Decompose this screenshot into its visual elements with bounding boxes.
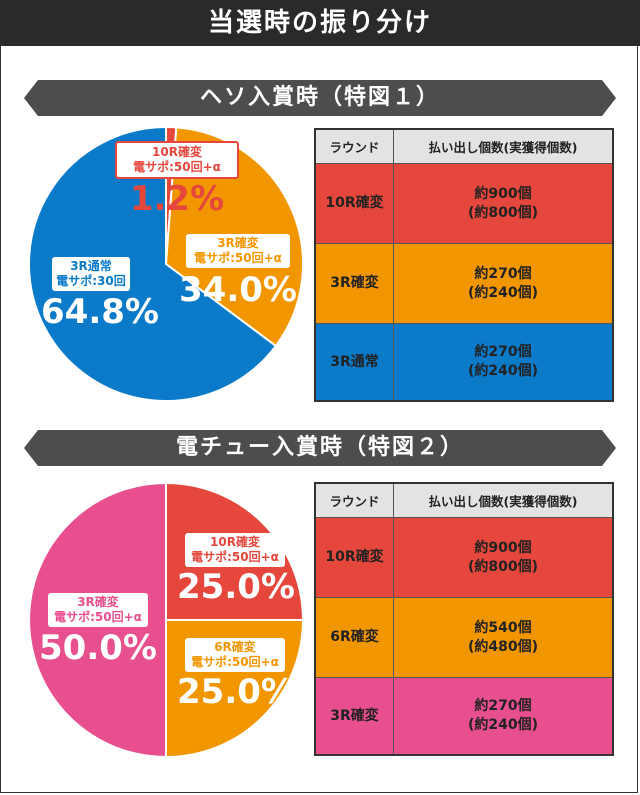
table-cell-payout: 約270個 (約240個) [394,324,612,400]
section-1-heading: ヘソ入賞時（特図１） [24,80,616,116]
actual-value: (約240個) [467,284,539,301]
payout-value: 約900個 [474,185,532,202]
slice-name: 3R通常 [70,259,112,273]
actual-value: (約240個) [467,363,539,379]
slice-sub: 電サポ:50回+α [191,655,279,669]
actual-value: (約800個) [467,558,539,575]
slice-name: 3R確変 [217,236,259,250]
payout-table-denchu: ラウンド 払い出し個数(実獲得個数) 10R確変 約900個 (約800個) 6R… [314,482,614,756]
slice-label-3r-kakuhen-heso: 3R確変 電サポ:50回+α [186,234,290,268]
slice-name: 10R確変 [210,535,260,549]
table-header-payout: 払い出し個数(実獲得個数) [394,484,612,518]
slice-pct-10r-heso: 1.2% [129,179,225,219]
table-cell-round: 6R確変 [316,598,394,678]
slice-sub: 電サポ:50回+α [191,550,279,564]
slice-sub: 電サポ:50回+α [194,251,282,265]
payout-value: 約270個 [474,265,532,282]
payout-value: 約900個 [474,539,532,556]
slice-label-3r-denchu: 3R確変 電サポ:50回+α [48,593,148,627]
section-2-heading: 電チュー入賞時（特図２） [24,430,616,466]
slice-name: 6R確変 [214,640,256,654]
payout-value: 約270個 [474,698,532,714]
table-header-payout: 払い出し個数(実獲得個数) [394,130,612,164]
slice-sub: 電サポ:30回 [56,274,126,288]
slice-name: 10R確変 [152,145,202,159]
actual-value: (約240個) [467,717,539,733]
payout-value: 約270個 [474,344,532,360]
slice-sub: 電サポ:50回+α [54,610,142,624]
table-cell-payout: 約270個 (約240個) [394,244,612,324]
actual-value: (約480個) [467,638,539,655]
table-cell-payout: 約900個 (約800個) [394,164,612,244]
table-header-round: ラウンド [316,130,394,164]
slice-sub: 電サポ:50回+α [133,160,221,174]
table-cell-payout: 約270個 (約240個) [394,678,612,754]
slice-pct-3r-tsujo-heso: 64.8% [41,292,159,332]
pie-slice-2 [28,126,278,402]
slice-label-10r-denchu: 10R確変 電サポ:50回+α [185,533,285,567]
table-cell-payout: 約540個 (約480個) [394,598,612,678]
slice-label-6r-denchu: 6R確変 電サポ:50回+α [185,638,285,672]
table-cell-round: 3R確変 [316,678,394,754]
table-cell-round: 10R確変 [316,518,394,598]
slice-pct-3r-kakuhen-heso: 34.0% [179,270,297,310]
table-cell-round: 3R通常 [316,324,394,400]
page-title: 当選時の振り分け [0,0,640,46]
slice-pct-6r-denchu: 25.0% [177,672,295,712]
slice-pct-3r-denchu: 50.0% [39,628,157,668]
payout-table-heso: ラウンド 払い出し個数(実獲得個数) 10R確変 約900個 (約800個) 3R… [314,128,614,402]
slice-name: 3R確変 [77,595,119,609]
slice-label-3r-tsujo-heso: 3R通常 電サポ:30回 [52,257,130,291]
table-cell-payout: 約900個 (約800個) [394,518,612,598]
slice-pct-10r-denchu: 25.0% [177,567,295,607]
payout-value: 約540個 [474,619,532,636]
actual-value: (約800個) [467,204,539,221]
table-cell-round: 3R確変 [316,244,394,324]
table-cell-round: 10R確変 [316,164,394,244]
table-header-round: ラウンド [316,484,394,518]
slice-label-10r-heso: 10R確変 電サポ:50回+α [115,141,239,179]
